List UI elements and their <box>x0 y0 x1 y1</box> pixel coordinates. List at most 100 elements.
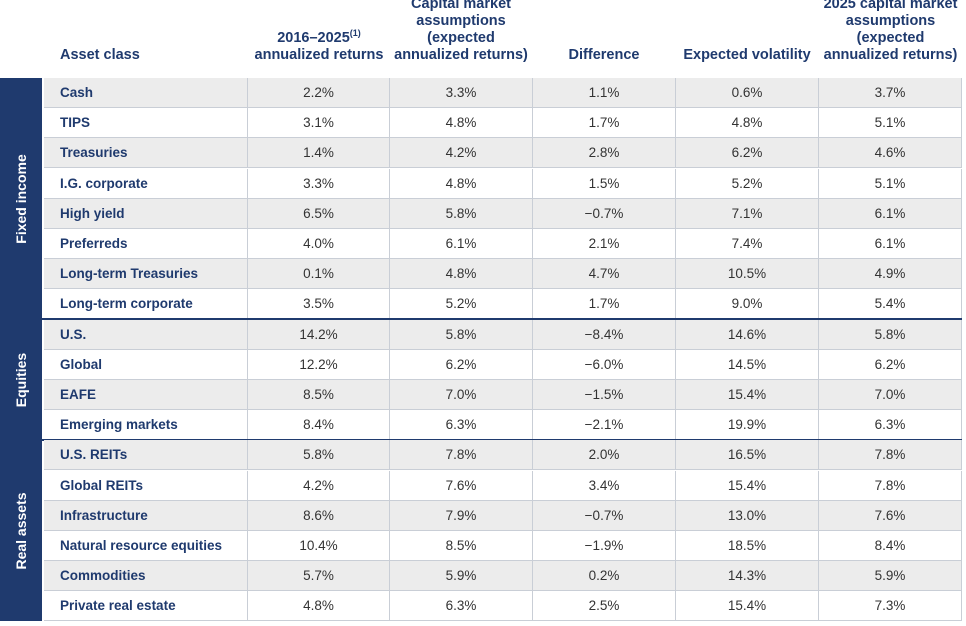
volatility-cell: 9.0% <box>676 289 819 320</box>
asset-name-cell: Long-term corporate <box>44 289 248 320</box>
table-row: Long-term corporate 3.5% 5.2% 1.7% 9.0% 5.4% <box>44 289 962 320</box>
header-returns-line2: annualized returns <box>254 47 384 63</box>
difference-cell: 0.2% <box>533 561 676 592</box>
cma-cell: 8.5% <box>390 531 533 561</box>
asset-name-cell: Preferreds <box>44 229 248 259</box>
returns-cell: 3.1% <box>248 108 390 139</box>
header-returns: 2016–2025(1) annualized returns <box>248 0 390 76</box>
header-cma-2025-line2: assumptions (expected <box>845 13 936 46</box>
asset-name-cell: I.G. corporate <box>44 168 248 199</box>
header-difference: Difference <box>533 0 675 76</box>
header-cma-2025-line3: annualized returns) <box>823 47 958 63</box>
header-cma-line3: annualized returns) <box>394 47 528 63</box>
cma-2025-cell: 5.9% <box>819 561 962 592</box>
cma-cell: 4.8% <box>390 259 533 290</box>
volatility-cell: 14.5% <box>676 349 819 380</box>
volatility-cell: 10.5% <box>676 259 819 290</box>
cma-2025-cell: 6.1% <box>819 198 962 229</box>
header-returns-footnote: (1) <box>349 28 361 39</box>
table-row: U.S. 14.2% 5.8% −8.4% 14.6% 5.8% <box>44 319 962 350</box>
difference-cell: −8.4% <box>533 319 676 350</box>
header-cma-line1: Capital market <box>411 0 511 12</box>
difference-cell: 2.1% <box>533 229 676 259</box>
volatility-cell: 18.5% <box>676 531 819 561</box>
asset-name-cell: Long-term Treasuries <box>44 259 248 290</box>
returns-cell: 4.2% <box>248 470 390 501</box>
cma-cell: 6.3% <box>390 410 533 441</box>
cma-cell: 7.9% <box>390 500 533 531</box>
asset-name-cell: High yield <box>44 198 248 229</box>
asset-name-cell: Global REITs <box>44 470 248 501</box>
cma-2025-cell: 5.1% <box>819 168 962 199</box>
cma-2025-cell: 6.3% <box>819 410 962 441</box>
returns-cell: 8.5% <box>248 380 390 410</box>
cma-2025-cell: 7.0% <box>819 380 962 410</box>
header-difference-text: Difference <box>568 47 640 63</box>
difference-cell: 2.0% <box>533 440 676 471</box>
volatility-cell: 14.3% <box>676 561 819 592</box>
group-band: Equities <box>0 319 42 440</box>
group-label: Fixed income <box>13 154 29 244</box>
cma-cell: 5.8% <box>390 319 533 350</box>
volatility-cell: 5.2% <box>676 168 819 199</box>
cma-2025-cell: 5.4% <box>819 289 962 320</box>
volatility-cell: 16.5% <box>676 440 819 471</box>
difference-cell: −0.7% <box>533 500 676 531</box>
returns-cell: 3.3% <box>248 168 390 199</box>
cma-cell: 4.2% <box>390 138 533 169</box>
header-cma: Capital market assumptions (expected ann… <box>390 0 532 76</box>
difference-cell: −1.5% <box>533 380 676 410</box>
cma-cell: 7.0% <box>390 380 533 410</box>
difference-cell: 1.7% <box>533 108 676 139</box>
returns-cell: 4.8% <box>248 591 390 622</box>
difference-cell: 1.1% <box>533 78 676 108</box>
header-asset-class: Asset class <box>60 0 260 76</box>
asset-name-cell: U.S. REITs <box>44 440 248 471</box>
returns-cell: 8.4% <box>248 410 390 441</box>
table-row: Infrastructure 8.6% 7.9% −0.7% 13.0% 7.6% <box>44 500 962 531</box>
volatility-cell: 0.6% <box>676 78 819 108</box>
volatility-cell: 7.4% <box>676 229 819 259</box>
returns-cell: 5.7% <box>248 561 390 592</box>
table-row: Global REITs 4.2% 7.6% 3.4% 15.4% 7.8% <box>44 470 962 501</box>
cma-cell: 4.8% <box>390 168 533 199</box>
table-row: Emerging markets 8.4% 6.3% −2.1% 19.9% 6.3% <box>44 410 962 441</box>
cma-cell: 7.6% <box>390 470 533 501</box>
cma-cell: 4.8% <box>390 108 533 139</box>
cma-2025-cell: 4.6% <box>819 138 962 169</box>
cma-2025-cell: 3.7% <box>819 78 962 108</box>
header-cma-2025: 2025 capital market assumptions (expecte… <box>819 0 962 76</box>
cma-2025-cell: 7.8% <box>819 440 962 471</box>
cma-2025-cell: 5.1% <box>819 108 962 139</box>
table-row: Treasuries 1.4% 4.2% 2.8% 6.2% 4.6% <box>44 138 962 169</box>
cma-cell: 5.9% <box>390 561 533 592</box>
returns-cell: 6.5% <box>248 198 390 229</box>
asset-name-cell: Private real estate <box>44 591 248 622</box>
table-row: Natural resource equities 10.4% 8.5% −1.9% 1… <box>44 531 962 561</box>
cma-2025-cell: 7.8% <box>819 470 962 501</box>
header-volatility: Expected volatility <box>676 0 818 76</box>
cma-2025-cell: 7.6% <box>819 500 962 531</box>
returns-cell: 2.2% <box>248 78 390 108</box>
asset-name-cell: Treasuries <box>44 138 248 169</box>
volatility-cell: 15.4% <box>676 380 819 410</box>
table-row: Cash 2.2% 3.3% 1.1% 0.6% 3.7% <box>44 78 962 108</box>
cma-cell: 6.3% <box>390 591 533 622</box>
group-label: Equities <box>13 352 29 408</box>
header-returns-line1: 2016–2025 <box>277 30 350 46</box>
volatility-cell: 14.6% <box>676 319 819 350</box>
cma-2025-cell: 7.3% <box>819 591 962 622</box>
returns-cell: 4.0% <box>248 229 390 259</box>
volatility-cell: 19.9% <box>676 410 819 441</box>
table-row: I.G. corporate 3.3% 4.8% 1.5% 5.2% 5.1% <box>44 168 962 199</box>
group-band: Real assets <box>0 440 42 621</box>
group-label: Real assets <box>13 492 29 570</box>
table-row: Private real estate 4.8% 6.3% 2.5% 15.4% 7.3% <box>44 591 962 622</box>
asset-name-cell: U.S. <box>44 319 248 350</box>
asset-name-cell: Commodities <box>44 561 248 592</box>
cma-2025-cell: 4.9% <box>819 259 962 290</box>
difference-cell: −1.9% <box>533 531 676 561</box>
asset-name-cell: EAFE <box>44 380 248 410</box>
difference-cell: −6.0% <box>533 349 676 380</box>
group-band: Fixed income <box>0 78 42 319</box>
